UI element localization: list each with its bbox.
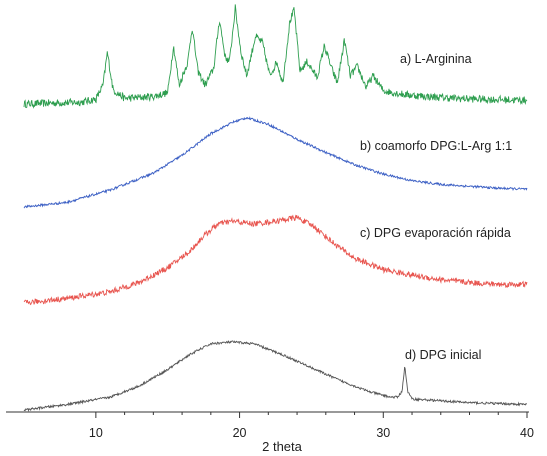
series-line-1 (23, 4, 528, 109)
series-line-4 (23, 340, 528, 412)
x-tick-label: 20 (233, 426, 247, 440)
series-label-3: c) DPG evaporación rápida (360, 226, 511, 240)
x-axis: 10 20 30 40 (6, 411, 534, 440)
series-labels-group: a) L-Arginina b) coamorfo DPG:L-Arg 1:1 c)… (360, 52, 512, 362)
traces-group (23, 4, 528, 412)
x-tick-label: 40 (520, 426, 534, 440)
series-label-2: b) coamorfo DPG:L-Arg 1:1 (360, 139, 512, 153)
series-line-3 (23, 214, 528, 306)
x-axis-title: 2 theta (262, 439, 303, 454)
series-label-4: d) DPG inicial (405, 348, 481, 362)
series-line-2 (23, 116, 528, 209)
x-tick-label: 30 (376, 426, 390, 440)
x-tick-label: 10 (89, 426, 103, 440)
series-label-1: a) L-Arginina (400, 52, 472, 66)
